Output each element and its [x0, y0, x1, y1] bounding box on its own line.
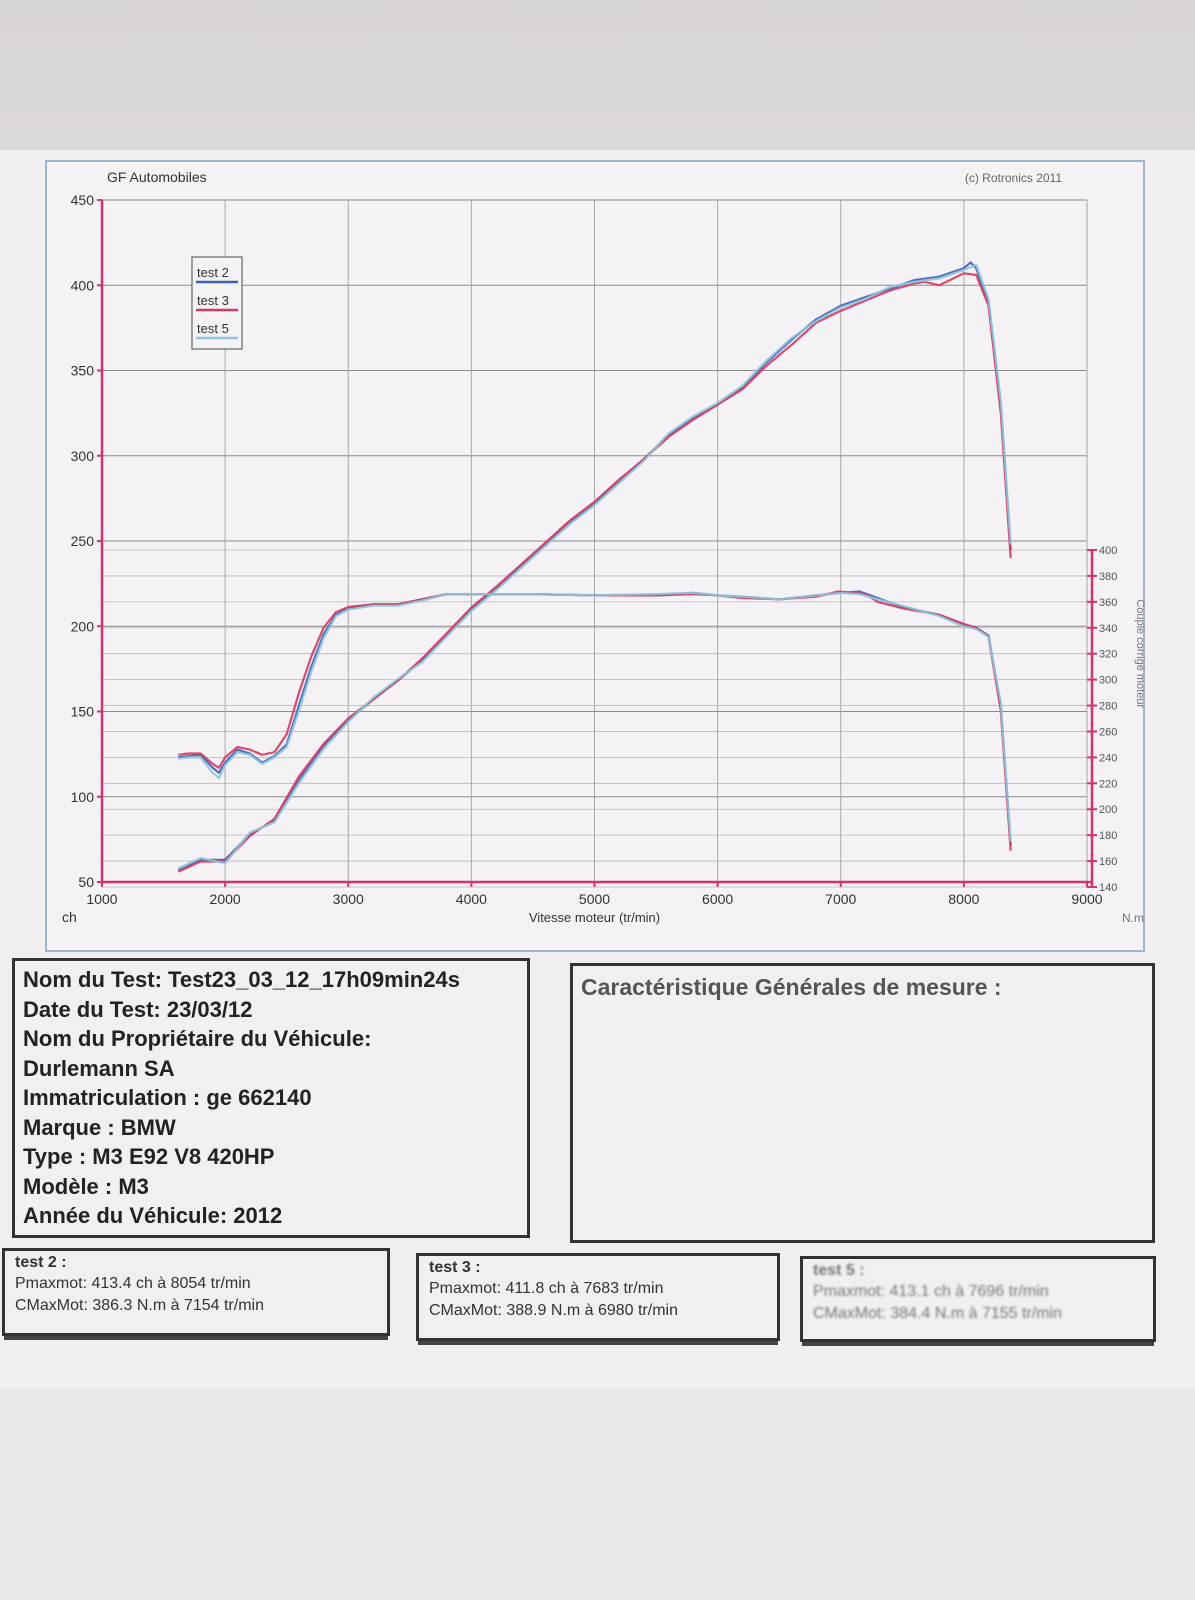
- y-tick-label: 250: [71, 533, 95, 549]
- y-tick-label: 450: [71, 192, 95, 208]
- info-registration: Immatriculation : ge 662140: [23, 1085, 312, 1110]
- y-tick-label: 100: [71, 789, 95, 805]
- legend-box: [191, 256, 243, 350]
- legend-label: test 5: [197, 321, 229, 336]
- x-tick-label: 9000: [1071, 891, 1102, 907]
- y-tick-label: 150: [71, 704, 95, 720]
- info-owner-label: Nom du Propriétaire du Véhicule:: [23, 1026, 372, 1051]
- y2-tick-label: 380: [1099, 571, 1117, 583]
- dyno-chart: GF Automobiles (c) Rotronics 2011 50 100 150…: [45, 160, 1146, 952]
- x-tick-label: 3000: [333, 891, 364, 907]
- power-curve-test-3: [177, 272, 1012, 873]
- y2-tick-label: 200: [1099, 804, 1117, 816]
- y2-unit-label: N.m: [1122, 911, 1144, 925]
- x-tick-label: 1000: [86, 891, 117, 907]
- result-pmax: Pmaxmot: 411.8 ch à 7683 tr/min: [429, 1280, 664, 1297]
- y2-tick-label: 340: [1099, 623, 1117, 635]
- y2-tick-label: 360: [1099, 597, 1117, 609]
- result-title: test 3 :: [429, 1259, 481, 1276]
- y-tick-label: 50: [78, 874, 94, 890]
- x-axis-label: Vitesse moteur (tr/min): [529, 910, 660, 925]
- x-tick-label: 5000: [579, 891, 610, 907]
- result-box-test-2: test 2 : Pmaxmot: 413.4 ch à 8054 tr/min…: [2, 1248, 390, 1336]
- result-title: test 2 :: [15, 1254, 67, 1271]
- info-model: Modèle : M3: [23, 1173, 149, 1199]
- x-tick-label: 8000: [948, 891, 979, 907]
- y-tick-label: 300: [71, 448, 95, 464]
- y2-tick-label: 260: [1099, 726, 1117, 738]
- general-characteristics-box: Caractéristique Générales de mesure :: [570, 963, 1155, 1243]
- info-test-date: Date du Test: 23/03/12: [23, 996, 253, 1022]
- y-tick-label: 350: [71, 363, 95, 379]
- result-cmax: CMaxMot: 386.3 N.m à 7154 tr/min: [15, 1297, 264, 1314]
- x-tick-label: 4000: [456, 891, 487, 907]
- y2-tick-label: 240: [1099, 752, 1117, 764]
- y2-tick-label: 320: [1099, 649, 1117, 661]
- vehicle-info-box: Nom du Test: Test23_03_12_17h09min24s Da…: [12, 958, 530, 1238]
- legend-label: test 2: [197, 265, 229, 280]
- y2-axis-label: Couple corrigé moteur: [1134, 599, 1146, 708]
- info-brand: Marque : BMW: [23, 1114, 176, 1140]
- chart-header-right: (c) Rotronics 2011: [965, 171, 1062, 185]
- torque-curve-test-5: [178, 591, 1012, 842]
- result-pmax: Pmaxmot: 413.4 ch à 8054 tr/min: [15, 1275, 251, 1292]
- result-box-test-5: test 5 : Pmaxmot: 413.1 ch à 7696 tr/min…: [800, 1256, 1156, 1342]
- y2-tick-label: 160: [1099, 856, 1117, 868]
- y2-tick-label: 280: [1099, 701, 1117, 713]
- info-owner-name: Durlemann SA: [23, 1055, 175, 1081]
- y-tick-label: 200: [71, 618, 95, 634]
- info-test-name: Nom du Test: Test23_03_12_17h09min24s: [23, 967, 460, 992]
- y-unit-label: ch: [62, 909, 77, 925]
- y2-tick-label: 400: [1099, 545, 1117, 557]
- chart-header-left: GF Automobiles: [107, 169, 207, 185]
- y2-tick-label: 140: [1099, 882, 1117, 894]
- x-tick-label: 7000: [825, 891, 856, 907]
- info-type: Type : M3 E92 V8 420HP: [23, 1144, 275, 1169]
- legend-label: test 3: [197, 293, 229, 308]
- y2-tick-label: 300: [1099, 675, 1117, 687]
- dyno-chart-svg: GF Automobiles (c) Rotronics 2011 50 100 150…: [62, 169, 1146, 925]
- x-tick-label: 2000: [210, 891, 241, 907]
- result-cmax: CMaxMot: 384.4 N.m à 7155 tr/min: [813, 1305, 1062, 1322]
- y-tick-label: 400: [71, 277, 95, 293]
- x-tick-label: 6000: [702, 891, 733, 907]
- result-pmax: Pmaxmot: 413.1 ch à 7696 tr/min: [813, 1283, 1049, 1300]
- power-curve-test-5: [177, 263, 1012, 870]
- y2-tick-label: 180: [1099, 830, 1117, 842]
- general-characteristics-title: Caractéristique Générales de mesure :: [581, 974, 1002, 1000]
- result-title: test 5 :: [813, 1262, 865, 1279]
- result-box-test-3: test 3 : Pmaxmot: 411.8 ch à 7683 tr/min…: [416, 1253, 780, 1341]
- result-cmax: CMaxMot: 388.9 N.m à 6980 tr/min: [429, 1302, 678, 1319]
- info-year: Année du Véhicule: 2012: [23, 1203, 283, 1228]
- y2-tick-label: 220: [1099, 778, 1117, 790]
